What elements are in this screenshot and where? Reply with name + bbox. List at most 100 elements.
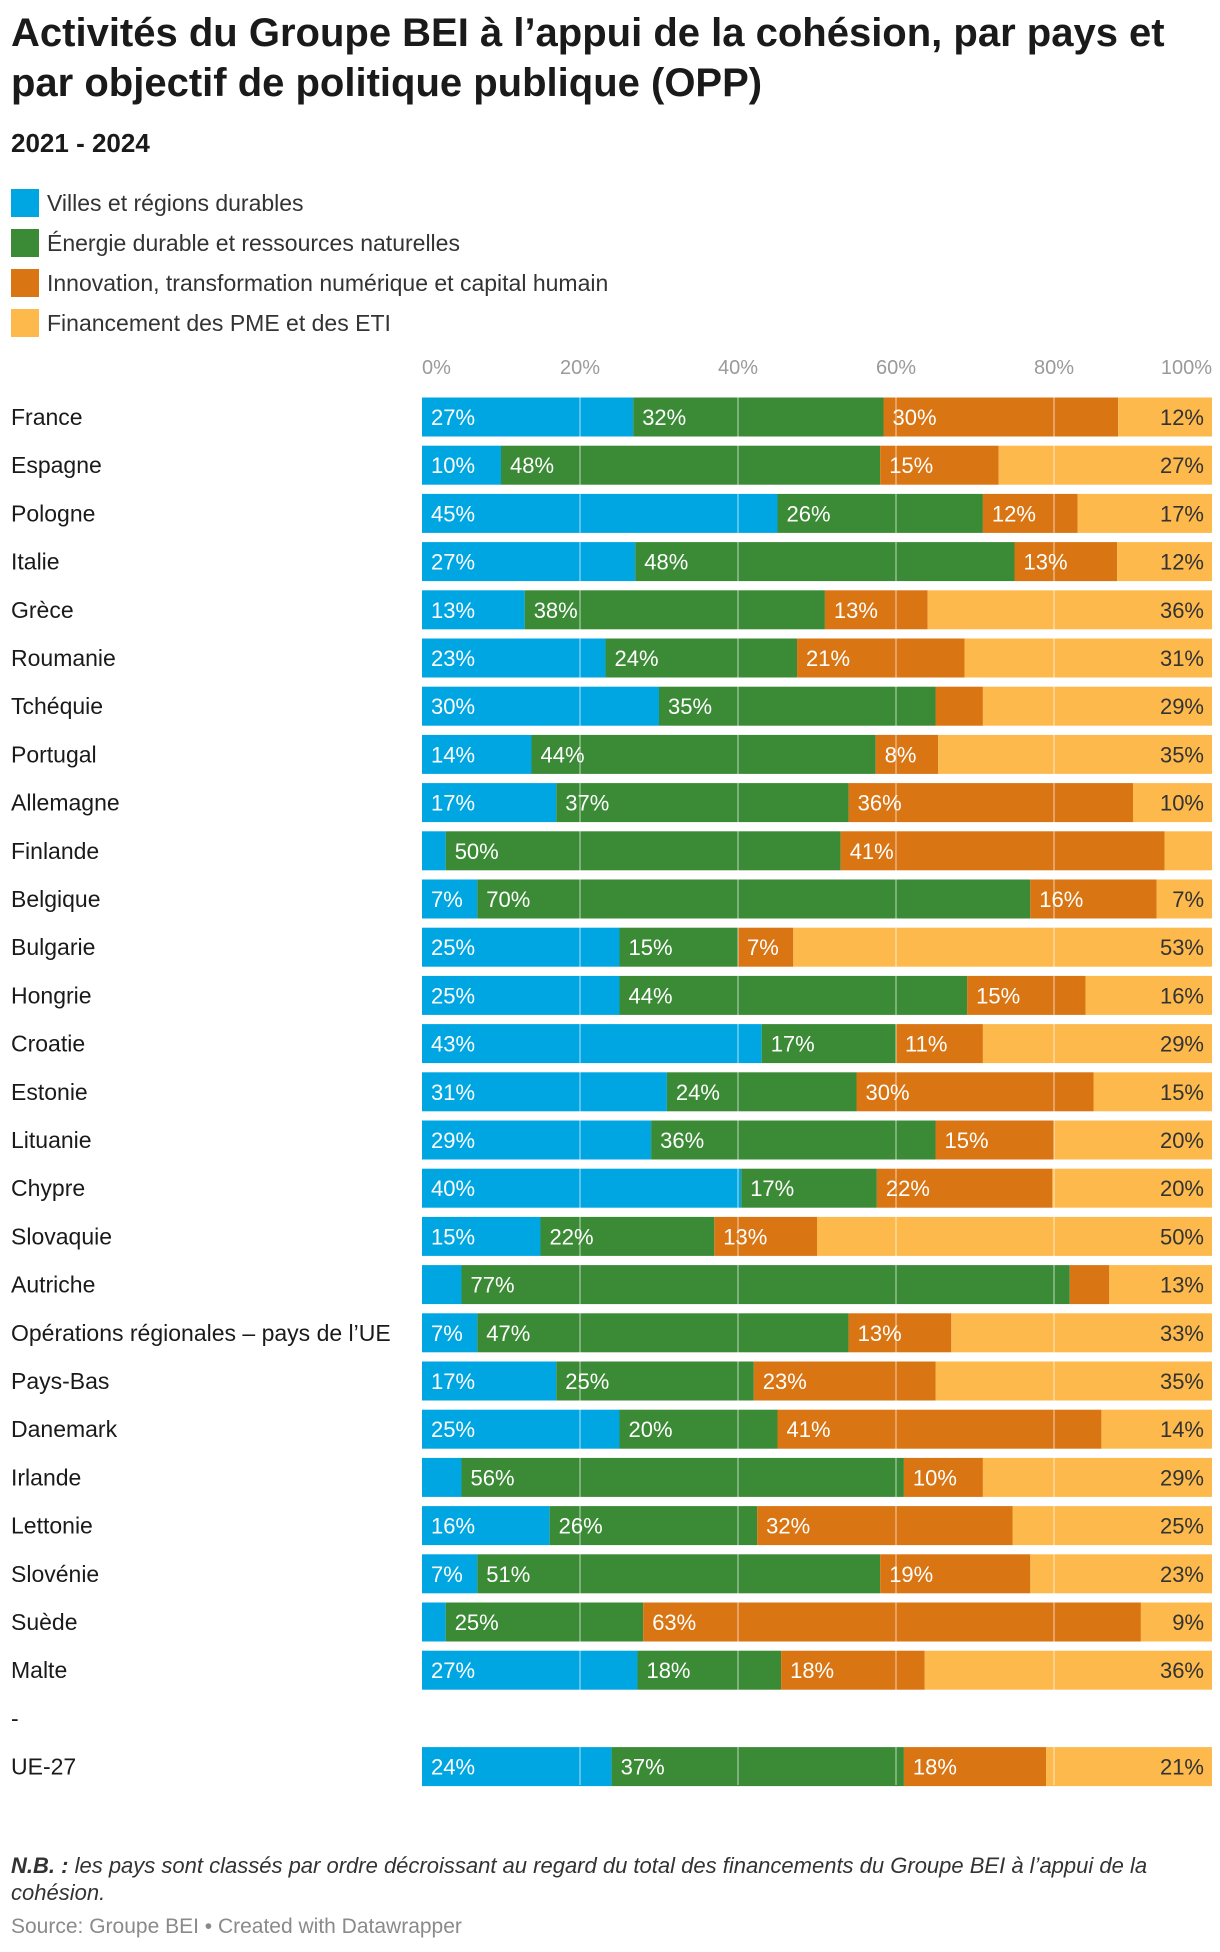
category-label: Italie bbox=[11, 549, 60, 575]
legend-swatch bbox=[11, 309, 39, 337]
bar-value-label: 15% bbox=[945, 1128, 989, 1153]
legend-swatch bbox=[11, 229, 39, 257]
bar-segment bbox=[797, 638, 965, 678]
bar-value-label: 35% bbox=[1160, 742, 1204, 767]
bar-value-label: 9% bbox=[1172, 1610, 1204, 1635]
bar-segment bbox=[793, 927, 1212, 967]
bar-segment bbox=[540, 1216, 715, 1256]
bar-value-label: 50% bbox=[1160, 1224, 1204, 1249]
bar-value-label: 7% bbox=[431, 887, 463, 912]
bar-value-label: 23% bbox=[1160, 1562, 1204, 1587]
bar-value-label: 20% bbox=[1160, 1128, 1204, 1153]
bar-segment bbox=[461, 1457, 904, 1497]
bar-segment bbox=[1085, 975, 1212, 1015]
category-label: Belgique bbox=[11, 886, 101, 912]
category-label: Croatie bbox=[11, 1031, 85, 1057]
bar-segment bbox=[741, 1168, 877, 1208]
bar-segment bbox=[1030, 879, 1157, 919]
bar-segment bbox=[856, 1072, 1094, 1112]
bar-value-label: 27% bbox=[431, 1658, 475, 1683]
bar-value-label: 32% bbox=[766, 1514, 810, 1539]
bar-value-label: 40% bbox=[431, 1176, 475, 1201]
bar-value-label: 44% bbox=[541, 742, 585, 767]
bar-segment bbox=[817, 1216, 1212, 1256]
bar-segment bbox=[422, 879, 478, 919]
bar-value-label: 27% bbox=[1160, 453, 1204, 478]
bar-segment bbox=[619, 1409, 778, 1449]
bar-segment bbox=[461, 1265, 1070, 1305]
bar-segment bbox=[445, 831, 841, 871]
stacked-bar-chart: 0% 20% 40% 60% 80% 100% France 27% 32% 30% 12% Espa… bbox=[11, 357, 1212, 1787]
bar-segment bbox=[445, 1602, 644, 1642]
bar-segment bbox=[761, 1024, 896, 1064]
bar-segment bbox=[524, 590, 825, 630]
category-label: Estonie bbox=[11, 1079, 88, 1105]
bar-value-label: 15% bbox=[889, 453, 933, 478]
category-label: Finlande bbox=[11, 838, 99, 864]
bar-segment bbox=[1109, 1265, 1212, 1305]
bar-value-label: 14% bbox=[1160, 1417, 1204, 1442]
category-label: Portugal bbox=[11, 741, 97, 767]
bar-segment bbox=[422, 1313, 478, 1353]
bar-segment bbox=[848, 1313, 952, 1353]
x-tick-label: 0% bbox=[422, 357, 451, 379]
bar-segment bbox=[637, 1650, 782, 1690]
bar-segment bbox=[982, 493, 1078, 533]
bar-segment bbox=[422, 783, 557, 823]
bar-segment bbox=[422, 1120, 652, 1160]
chart-subtitle: 2021 - 2024 bbox=[11, 128, 150, 158]
category-label: Autriche bbox=[11, 1272, 95, 1298]
bar-segment bbox=[605, 638, 798, 678]
bar-segment bbox=[824, 590, 928, 630]
bar-value-label: 31% bbox=[1160, 646, 1204, 671]
bar-value-label: 38% bbox=[534, 598, 578, 623]
bar-value-label: 36% bbox=[660, 1128, 704, 1153]
bar-value-label: 7% bbox=[431, 1321, 463, 1346]
x-tick-label: 80% bbox=[1034, 357, 1074, 379]
bar-segment bbox=[1140, 1602, 1212, 1642]
bar-value-label: 26% bbox=[787, 501, 831, 526]
bar-value-label: 8% bbox=[885, 742, 917, 767]
bar-segment bbox=[880, 445, 999, 485]
footnote-label: N.B. : bbox=[11, 1853, 69, 1878]
bar-value-label: 20% bbox=[1160, 1176, 1204, 1201]
bar-segment bbox=[875, 734, 939, 774]
bar-value-label: 7% bbox=[1172, 887, 1204, 912]
bar-segment bbox=[935, 686, 983, 726]
bar-segment bbox=[422, 1602, 446, 1642]
bar-value-label: 18% bbox=[790, 1658, 834, 1683]
bar-segment bbox=[422, 1457, 462, 1497]
category-label: Danemark bbox=[11, 1416, 118, 1442]
bar-segment bbox=[935, 1120, 1054, 1160]
bar-value-label: 17% bbox=[771, 1032, 815, 1057]
category-label: Hongrie bbox=[11, 982, 92, 1008]
bar-value-label: 47% bbox=[486, 1321, 530, 1346]
x-tick-label: 100% bbox=[1161, 357, 1212, 379]
category-label: Opérations régionales – pays de l’UE bbox=[11, 1320, 391, 1346]
labels-layer: 0% 20% 40% 60% 80% 100% France 27% 32% 30% 12% Espa… bbox=[11, 357, 1212, 1780]
bar-segment bbox=[982, 686, 1212, 726]
legend-label: Villes et régions durables bbox=[47, 189, 304, 216]
bar-value-label: 16% bbox=[1039, 887, 1083, 912]
bar-segment bbox=[982, 1024, 1212, 1064]
bar-value-label: 25% bbox=[431, 935, 475, 960]
bar-segment bbox=[951, 1313, 1212, 1353]
bar-segment bbox=[422, 975, 620, 1015]
x-tick-label: 60% bbox=[876, 357, 916, 379]
bar-value-label: 29% bbox=[1160, 1465, 1204, 1490]
bar-segment bbox=[1093, 1072, 1212, 1112]
bar-value-label: 12% bbox=[1160, 405, 1204, 430]
legend-label: Énergie durable et ressources naturelles bbox=[47, 229, 460, 256]
gridlines-layer bbox=[579, 394, 1055, 1785]
bar-segment bbox=[903, 1747, 1047, 1787]
bar-value-label: 43% bbox=[431, 1032, 475, 1057]
category-label: Slovénie bbox=[11, 1561, 99, 1587]
bar-value-label: 16% bbox=[431, 1514, 475, 1539]
bar-value-label: 23% bbox=[431, 646, 475, 671]
bar-value-label: 48% bbox=[510, 453, 554, 478]
bar-value-label: 7% bbox=[747, 935, 779, 960]
bar-value-label: 24% bbox=[615, 646, 659, 671]
bar-value-label: 53% bbox=[1160, 935, 1204, 960]
bar-segment bbox=[422, 445, 501, 485]
legend-item-pme: Financement des PME et des ETI bbox=[11, 303, 608, 343]
